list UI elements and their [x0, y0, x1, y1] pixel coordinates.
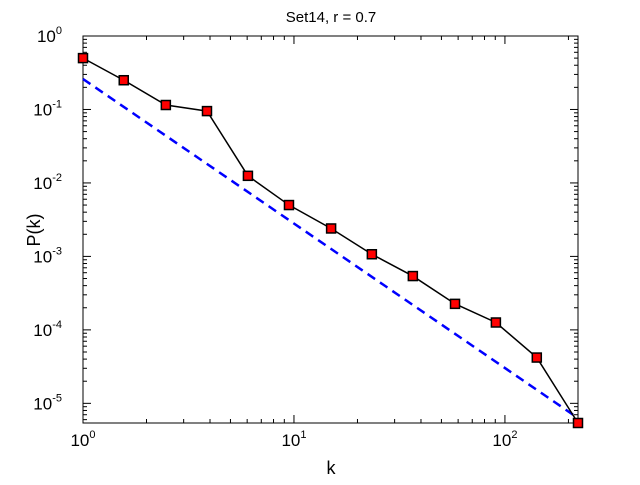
data-point [572, 417, 584, 429]
chart-title: Set14, r = 0.7 [286, 9, 376, 26]
data-point [325, 223, 337, 234]
data-point [407, 270, 419, 282]
y-axis-label: P(k) [24, 214, 44, 247]
data-point [449, 298, 461, 310]
data-point [160, 99, 172, 111]
y-tick-label: 10-2 [33, 172, 62, 193]
data-point [201, 105, 213, 117]
x-tick-label: 100 [70, 429, 95, 450]
data-point [531, 352, 543, 363]
data-point [118, 74, 129, 86]
data-point [366, 248, 378, 260]
x-tick-label: 101 [281, 429, 306, 450]
y-tick-label: 10-1 [33, 98, 62, 119]
y-tick-label: 100 [37, 25, 62, 46]
x-tick-label: 102 [492, 429, 517, 450]
y-tick-label: 10-4 [33, 319, 62, 340]
fit-line-dashed [82, 77, 579, 420]
data-point [242, 170, 254, 182]
data-point [490, 317, 502, 328]
data-point [283, 199, 295, 211]
y-tick-label: 10-5 [33, 392, 62, 413]
series-layer [77, 52, 584, 429]
y-tick-label: 10-3 [33, 245, 62, 266]
axes: 100 101 102 100 10-1 10-2 10-3 10-4 10-5 [33, 25, 579, 450]
x-axis-label: k [327, 458, 337, 478]
data-point [77, 52, 89, 64]
